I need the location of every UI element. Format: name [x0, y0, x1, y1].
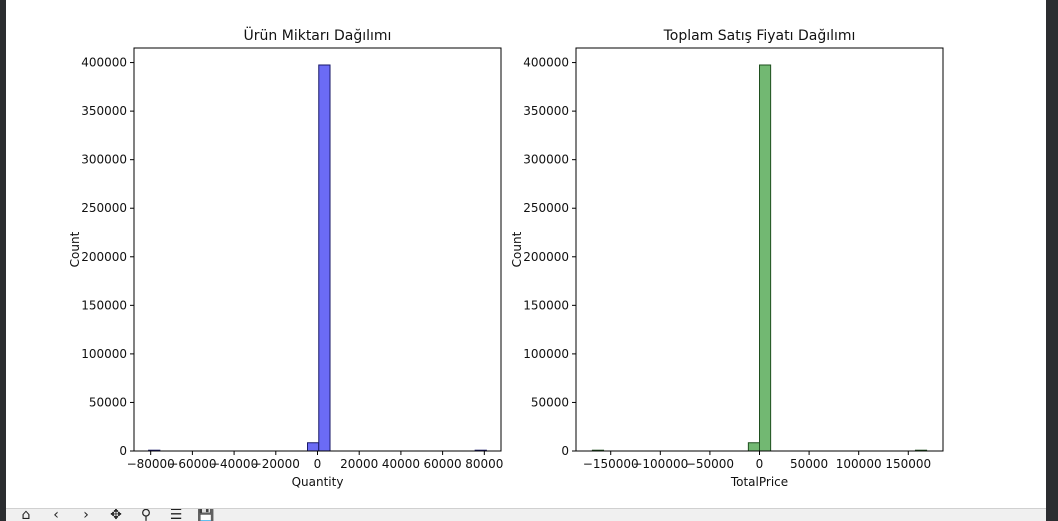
- y-tick-label: 100000: [523, 347, 569, 361]
- x-tick-label: 50000: [790, 457, 828, 471]
- x-tick-label: −40000: [210, 457, 258, 471]
- chart-title: Toplam Satış Fiyatı Dağılımı: [663, 28, 856, 44]
- plot-canvas: 0500001000001500002000002500003000003500…: [68, 26, 944, 489]
- y-tick-label: 150000: [523, 298, 569, 312]
- y-tick-label: 50000: [531, 395, 569, 409]
- y-tick-label: 400000: [523, 56, 569, 70]
- toolbar: ⌂ ‹ › ✥ ⚲ ☰ 💾: [6, 508, 1046, 521]
- y-axis-label: Count: [68, 231, 82, 267]
- x-tick-label: 80000: [465, 457, 503, 471]
- x-tick-label: 60000: [424, 457, 462, 471]
- axes-frame: [133, 47, 502, 452]
- y-tick-label: 300000: [523, 153, 569, 167]
- x-tick-label: 100000: [836, 457, 882, 471]
- y-tick-label: 200000: [523, 250, 569, 264]
- histogram-bar: [759, 64, 772, 452]
- x-tick-label: 40000: [382, 457, 420, 471]
- x-tick-label: −150000: [583, 457, 639, 471]
- y-tick-label: 250000: [81, 201, 127, 215]
- y-axis-label: Count: [510, 231, 524, 267]
- x-tick-label: −100000: [632, 457, 688, 471]
- chart-panel-2: 0500001000001500002000002500003000003500…: [510, 28, 944, 489]
- x-tick-label: 150000: [885, 457, 931, 471]
- y-tick-label: 350000: [81, 104, 127, 118]
- x-tick-label: 0: [756, 457, 764, 471]
- configure-icon[interactable]: ☰: [169, 508, 183, 521]
- chart-title: Ürün Miktarı Dağılımı: [244, 26, 392, 44]
- y-tick-label: 0: [561, 444, 569, 458]
- home-icon[interactable]: ⌂: [21, 508, 31, 521]
- zoom-icon[interactable]: ⚲: [140, 508, 152, 521]
- y-tick-label: 150000: [81, 298, 127, 312]
- histogram-bar: [318, 64, 331, 452]
- y-tick-label: 250000: [523, 201, 569, 215]
- pan-icon[interactable]: ✥: [110, 508, 122, 521]
- y-tick-label: 200000: [81, 250, 127, 264]
- y-tick-label: 100000: [81, 347, 127, 361]
- x-tick-label: 0: [314, 457, 322, 471]
- x-tick-label: −50000: [686, 457, 734, 471]
- chart-panel-1: 0500001000001500002000002500003000003500…: [68, 26, 503, 489]
- y-tick-label: 300000: [81, 153, 127, 167]
- histogram-bar: [747, 442, 761, 452]
- y-tick-label: 50000: [89, 395, 127, 409]
- y-tick-label: 0: [119, 444, 127, 458]
- y-tick-label: 400000: [81, 56, 127, 70]
- save-icon[interactable]: 💾: [197, 508, 215, 521]
- x-tick-label: −80000: [127, 457, 175, 471]
- histogram-bar: [307, 442, 320, 452]
- x-axis-label: TotalPrice: [730, 475, 788, 489]
- forward-icon[interactable]: ›: [83, 508, 89, 521]
- x-axis-label: Quantity: [292, 475, 344, 489]
- x-tick-label: 20000: [340, 457, 378, 471]
- x-tick-label: −60000: [168, 457, 216, 471]
- back-icon[interactable]: ‹: [53, 508, 59, 521]
- x-tick-label: −20000: [252, 457, 300, 471]
- figure-window: 0 50000 100000 150000 200000 250000 300000 3500…: [6, 0, 1046, 521]
- y-tick-label: 350000: [523, 104, 569, 118]
